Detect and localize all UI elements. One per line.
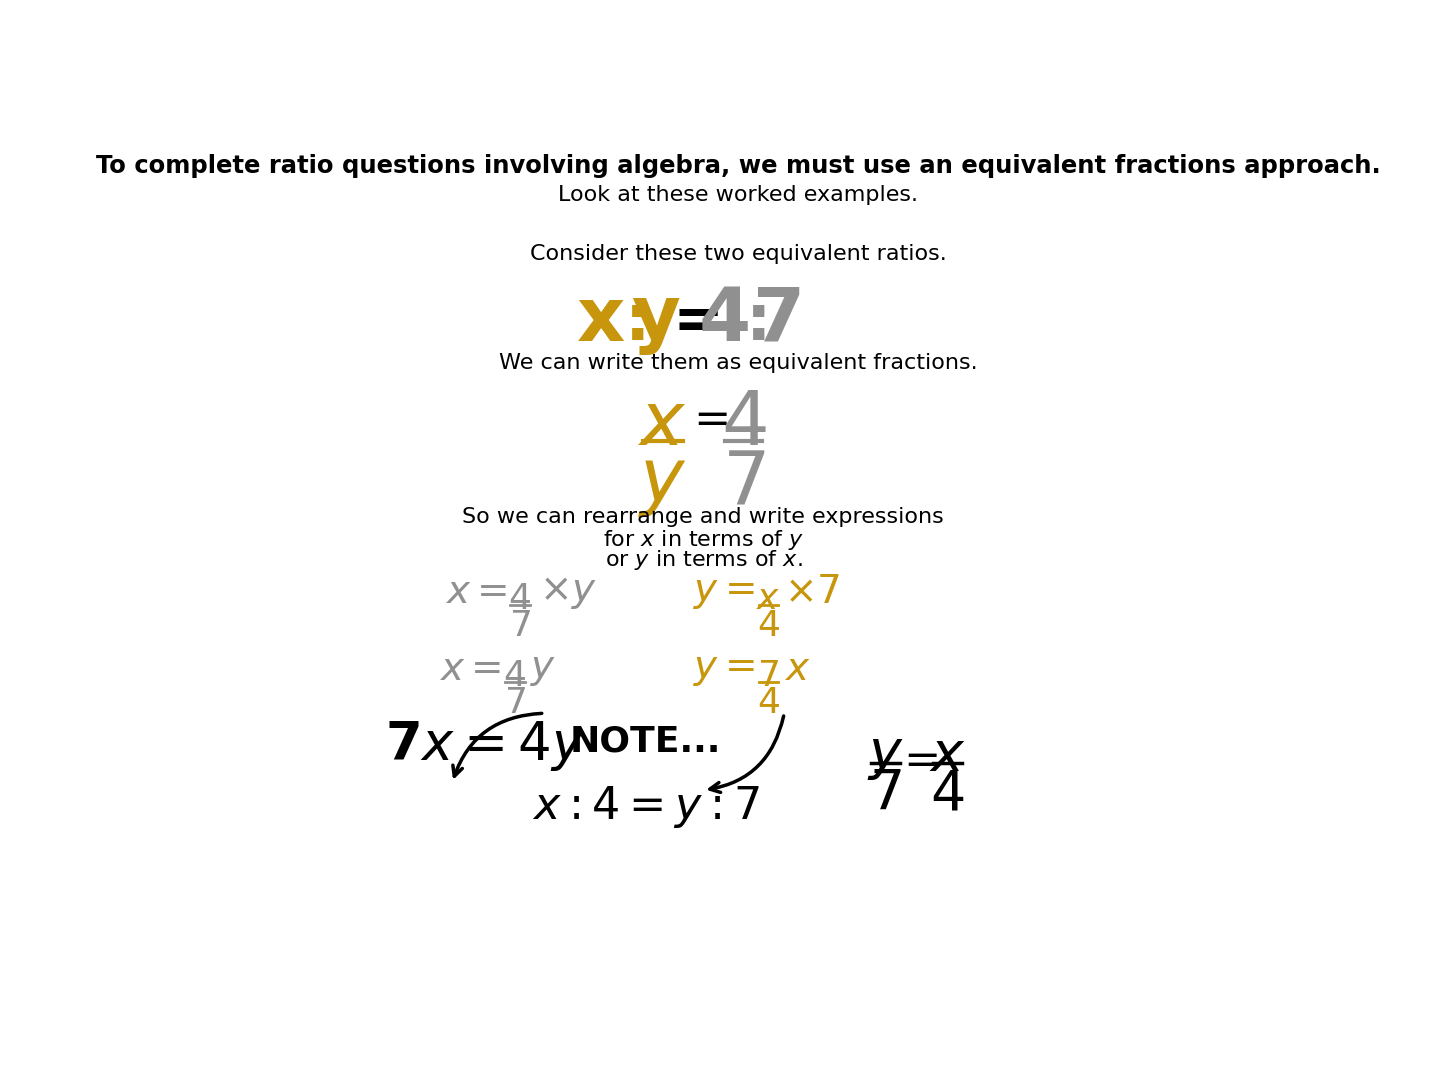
Text: $x : 4 = y : 7$: $x : 4 = y : 7$ bbox=[531, 784, 759, 831]
Text: $4$: $4$ bbox=[756, 608, 779, 643]
Text: $\times y$: $\times y$ bbox=[539, 572, 596, 610]
Text: $y$: $y$ bbox=[530, 649, 556, 688]
Text: $x$: $x$ bbox=[929, 729, 965, 782]
Text: $\bf{:}$: $\bf{:}$ bbox=[733, 292, 766, 353]
Text: $4$: $4$ bbox=[930, 767, 965, 821]
Text: $7$: $7$ bbox=[868, 767, 901, 821]
Text: $x =$: $x =$ bbox=[445, 572, 507, 610]
Text: $y =$: $y =$ bbox=[693, 572, 756, 610]
Text: $4$: $4$ bbox=[756, 686, 779, 719]
Text: We can write them as equivalent fractions.: We can write them as equivalent fraction… bbox=[498, 353, 978, 373]
Text: Consider these two equivalent ratios.: Consider these two equivalent ratios. bbox=[530, 244, 946, 264]
Text: $\bf{x}$: $\bf{x}$ bbox=[576, 284, 625, 356]
Text: $7$: $7$ bbox=[721, 447, 766, 519]
Text: $\bf{=}$: $\bf{=}$ bbox=[661, 292, 720, 350]
Text: $x$: $x$ bbox=[785, 649, 811, 688]
Text: $y$: $y$ bbox=[638, 447, 687, 518]
Text: $7$: $7$ bbox=[508, 608, 531, 643]
Text: for $\bf{\it{x}}$ in terms of $\bf{\it{y}}$: for $\bf{\it{x}}$ in terms of $\bf{\it{y… bbox=[603, 528, 804, 553]
Text: To complete ratio questions involving algebra, we must use an equivalent fractio: To complete ratio questions involving al… bbox=[95, 154, 1381, 178]
Text: $4$: $4$ bbox=[721, 388, 766, 460]
Text: or $\bf{\it{y}}$ in terms of $\bf{\it{x}}$.: or $\bf{\it{y}}$ in terms of $\bf{\it{x}… bbox=[605, 548, 802, 571]
Text: $y =$: $y =$ bbox=[693, 649, 756, 688]
Text: So we can rearrange and write expressions: So we can rearrange and write expression… bbox=[462, 507, 945, 527]
Text: $4$: $4$ bbox=[503, 660, 526, 693]
FancyArrowPatch shape bbox=[452, 714, 541, 777]
Text: $7$: $7$ bbox=[757, 660, 779, 693]
Text: $\bf{7}$: $\bf{7}$ bbox=[752, 284, 801, 356]
Text: $7$: $7$ bbox=[504, 686, 526, 719]
Text: Look at these worked examples.: Look at these worked examples. bbox=[559, 185, 919, 205]
Text: $x =$: $x =$ bbox=[439, 649, 501, 688]
Text: NOTE...: NOTE... bbox=[570, 725, 721, 759]
Text: $\times 7$: $\times 7$ bbox=[785, 572, 841, 610]
FancyArrowPatch shape bbox=[710, 716, 783, 793]
Text: $4$: $4$ bbox=[508, 582, 531, 617]
Text: $x$: $x$ bbox=[638, 388, 687, 460]
Text: $\mathbf{7\it{x} = 4\it{y}}$: $\mathbf{7\it{x} = 4\it{y}}$ bbox=[384, 718, 585, 772]
Text: $\bf{4}$: $\bf{4}$ bbox=[697, 284, 749, 356]
Text: $=$: $=$ bbox=[685, 396, 729, 440]
Text: $y$: $y$ bbox=[867, 729, 904, 782]
Text: $=$: $=$ bbox=[896, 738, 939, 781]
Text: $x$: $x$ bbox=[756, 582, 780, 617]
Text: $\bf{:}$: $\bf{:}$ bbox=[612, 292, 645, 353]
Text: $\bf{y}$: $\bf{y}$ bbox=[631, 284, 681, 356]
